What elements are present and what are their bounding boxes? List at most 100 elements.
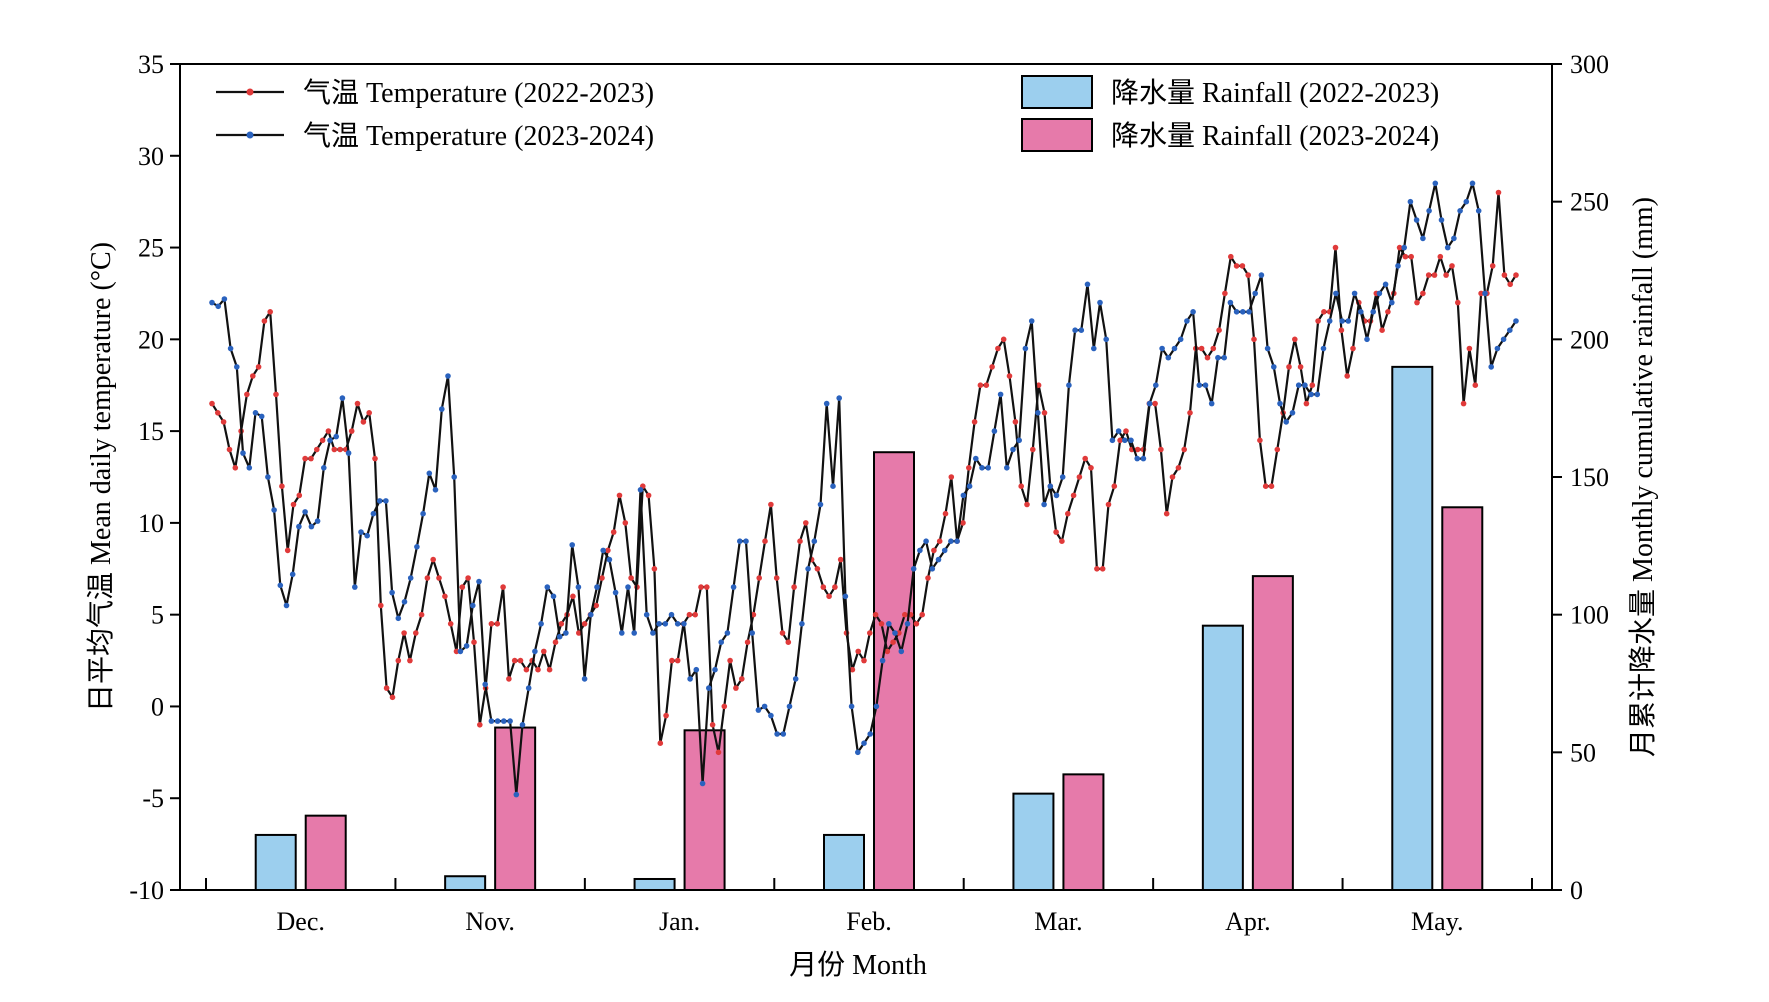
- temperature-point: [593, 602, 599, 609]
- temperature-point: [1478, 290, 1484, 297]
- legend-bar-label: 降水量 Rainfall (2023-2024): [1111, 120, 1439, 152]
- temperature-point: [283, 602, 290, 609]
- temperature-point: [255, 364, 262, 370]
- temperature-point: [1222, 290, 1228, 297]
- temperature-point: [861, 657, 867, 664]
- temperature-point: [1431, 272, 1438, 278]
- temperature-point: [1286, 364, 1292, 370]
- temperature-point: [1315, 318, 1321, 324]
- temperature-point: [1053, 529, 1059, 535]
- temperature-point: [471, 639, 477, 645]
- temperature-point: [1451, 235, 1457, 242]
- temperature-point: [271, 507, 277, 513]
- temperature-point: [1099, 566, 1106, 572]
- temperature-point: [532, 648, 538, 655]
- temperature-point: [302, 455, 308, 462]
- temperature-point: [265, 474, 271, 480]
- temperature-point: [971, 419, 978, 425]
- temperature-point: [960, 492, 967, 499]
- temperature-point: [482, 681, 489, 688]
- temperature-point: [463, 643, 470, 649]
- temperature-point: [372, 455, 378, 462]
- temperature-point: [1251, 336, 1257, 343]
- temperature-point: [1066, 382, 1072, 389]
- temperature-point: [631, 630, 637, 636]
- temperature-point: [1094, 566, 1100, 572]
- temperature-point: [273, 391, 279, 398]
- temperature-point: [1115, 428, 1122, 434]
- temperature-point: [892, 630, 898, 636]
- temperature-lines: [209, 180, 1519, 798]
- temperature-point: [1302, 382, 1308, 389]
- temperature-point: [258, 413, 265, 420]
- temperature-point: [616, 492, 623, 499]
- temperature-point: [1233, 263, 1240, 269]
- temperature-point: [637, 487, 644, 493]
- temperature-point: [244, 391, 250, 398]
- temperature-point: [786, 703, 793, 710]
- temperature-point: [651, 566, 658, 572]
- temperature-point: [550, 593, 557, 600]
- temperature-point: [756, 575, 762, 581]
- temperature-point: [457, 648, 464, 655]
- temperature-point: [209, 400, 215, 407]
- temperature-point: [1072, 327, 1078, 334]
- temperature-point: [715, 749, 722, 756]
- temperature-point: [855, 648, 861, 655]
- temperature-point: [581, 621, 588, 627]
- temperature-point: [1088, 465, 1094, 471]
- temperature-point: [1264, 345, 1271, 352]
- temperature-point: [1078, 327, 1085, 334]
- rainfall-bar: [1062, 773, 1105, 891]
- temperature-point: [826, 593, 832, 600]
- temperature-point: [1444, 244, 1451, 251]
- temperature-point: [470, 602, 476, 609]
- temperature-point: [314, 446, 320, 453]
- temperature-point: [797, 538, 803, 544]
- temperature-point: [1274, 446, 1281, 453]
- left-tick-label: 30: [138, 142, 164, 171]
- temperature-point: [453, 648, 460, 655]
- temperature-point: [1146, 400, 1153, 407]
- temperature-point: [1184, 318, 1190, 324]
- temperature-point: [261, 318, 268, 324]
- temperature-point: [919, 611, 925, 618]
- temperature-point: [622, 520, 629, 526]
- temperature-point: [1408, 253, 1414, 260]
- temperature-point: [1252, 290, 1258, 297]
- temperature-point: [327, 437, 333, 444]
- temperature-point: [1339, 318, 1345, 324]
- temperature-point: [942, 510, 949, 517]
- temperature-point: [650, 630, 656, 636]
- temperature-point: [1245, 272, 1251, 278]
- temperature-point: [1204, 354, 1211, 361]
- temperature-point: [500, 584, 506, 590]
- temperature-point: [935, 556, 942, 563]
- x-tick-label: Dec.: [277, 907, 325, 936]
- left-tick-label: 25: [138, 234, 164, 263]
- temperature-point: [345, 450, 352, 456]
- temperature-point: [1065, 510, 1071, 517]
- temperature-point: [791, 584, 797, 590]
- temperature-point: [1010, 446, 1016, 453]
- temperature-point: [1227, 299, 1234, 306]
- temperature-point: [1413, 217, 1420, 223]
- temperature-point: [1432, 180, 1439, 187]
- x-tick-label: Mar.: [1034, 907, 1082, 936]
- temperature-point: [277, 582, 284, 589]
- temperature-point: [1460, 400, 1467, 407]
- temperature-point: [657, 740, 664, 746]
- temperature-point: [1370, 309, 1376, 315]
- temperature-point: [768, 712, 774, 719]
- temperature-point: [692, 611, 698, 618]
- temperature-point: [407, 657, 413, 664]
- temperature-point: [1469, 180, 1476, 187]
- temperature-point: [1292, 336, 1298, 343]
- temperature-point: [459, 584, 466, 590]
- temperature-point: [1041, 501, 1047, 508]
- temperature-point: [886, 621, 892, 627]
- temperature-point: [709, 722, 716, 728]
- temperature-point: [730, 584, 737, 590]
- temperature-point: [325, 428, 332, 434]
- temperature-point: [1382, 281, 1389, 288]
